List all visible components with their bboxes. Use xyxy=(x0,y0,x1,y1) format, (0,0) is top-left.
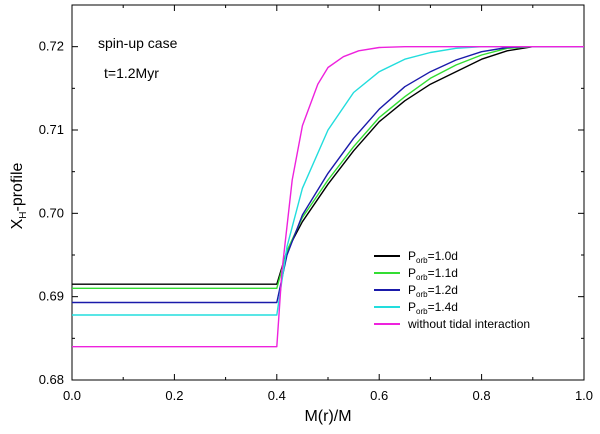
legend-label-main: P xyxy=(408,283,416,297)
annotation-case: spin-up case xyxy=(98,35,178,51)
x-axis-ticks: 0.0 0.2 0.4 0.6 0.8 1.0 xyxy=(63,5,593,403)
x-tick-label: 0.6 xyxy=(370,388,388,403)
y-tick-label: 0.72 xyxy=(39,39,64,54)
legend-label-main: P xyxy=(408,249,416,263)
series-line-1 xyxy=(72,46,584,289)
legend-label-main: P xyxy=(408,300,416,314)
y-axis-ticks: 0.68 0.69 0.70 0.71 0.72 xyxy=(39,4,584,387)
y-axis-title-main: X xyxy=(9,218,26,229)
legend: Porb=1.0dPorb=1.1dPorb=1.2dPorb=1.4dwith… xyxy=(374,249,530,331)
legend-label-suffix: =1.1d xyxy=(428,266,458,280)
legend-label-main: without tidal interaction xyxy=(407,317,530,331)
y-axis-title: XH-profile xyxy=(9,162,29,229)
legend-label-sub: orb xyxy=(416,307,428,316)
x-tick-label: 1.0 xyxy=(575,388,593,403)
y-tick-label: 0.71 xyxy=(39,122,64,137)
y-axis-title-suffix: -profile xyxy=(9,162,26,211)
legend-label-suffix: =1.2d xyxy=(428,283,458,297)
x-axis-title: M(r)/M xyxy=(304,408,351,425)
series-lines xyxy=(72,46,584,348)
legend-label: without tidal interaction xyxy=(407,317,530,331)
x-tick-label: 0.0 xyxy=(63,388,81,403)
series-line-4 xyxy=(72,46,584,348)
legend-label-suffix: =1.0d xyxy=(428,249,458,263)
legend-label: Porb=1.4d xyxy=(408,300,458,316)
x-tick-label: 0.2 xyxy=(165,388,183,403)
legend-label-sub: orb xyxy=(416,290,428,299)
x-tick-label: 0.8 xyxy=(473,388,491,403)
legend-label-sub: orb xyxy=(416,256,428,265)
legend-label-main: P xyxy=(408,266,416,280)
y-tick-label: 0.70 xyxy=(39,205,64,220)
y-axis-title-sub: H xyxy=(18,212,29,219)
y-tick-label: 0.68 xyxy=(39,372,64,387)
legend-label-sub: orb xyxy=(416,273,428,282)
y-tick-label: 0.69 xyxy=(39,289,64,304)
series-line-2 xyxy=(72,46,584,304)
legend-label: Porb=1.2d xyxy=(408,283,458,299)
annotation-time: t=1.2Myr xyxy=(104,65,159,81)
legend-label-suffix: =1.4d xyxy=(428,300,458,314)
series-line-0 xyxy=(72,46,584,285)
legend-label: Porb=1.0d xyxy=(408,249,458,265)
x-tick-label: 0.4 xyxy=(268,388,286,403)
legend-label: Porb=1.1d xyxy=(408,266,458,282)
